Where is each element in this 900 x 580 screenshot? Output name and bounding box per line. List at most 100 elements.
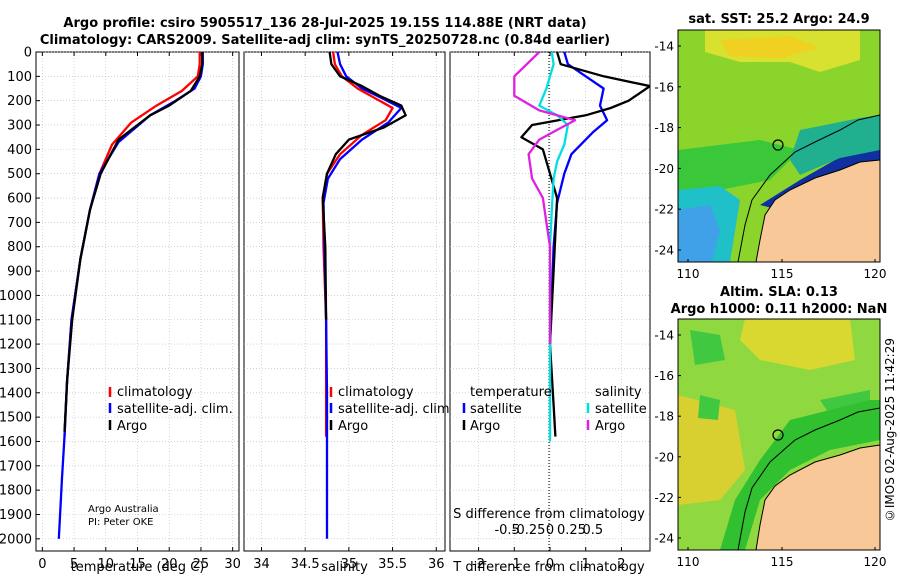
sla-map-frame [677,318,881,551]
legend-S-argo-label: Argo [595,419,625,434]
x-tick-label: 20 [161,557,178,572]
x-tick-label: 35 [341,557,358,572]
x-tick-label: 34 [253,557,270,572]
depth-tick-label: 1800 [0,484,32,499]
x-tick-label: 0 [546,557,554,572]
figure-title-line1: Argo profile: csiro 5905517_136 28-Jul-2… [63,16,587,31]
sla-map [677,318,881,551]
map-y-tick-label: -22 [654,203,674,217]
sla-map-title-line1: Altim. SLA: 0.13 [720,285,838,300]
x-tick-label: -2 [472,557,485,572]
sst-map [677,29,881,263]
depth-tick-label: 800 [7,240,32,255]
timestamp-stamp: ©IMOS 02-Aug-2025 11:42:29 [883,338,897,523]
x-tick-label: 35.5 [378,557,407,572]
salinity-x-axis: 34 34.5 35 35.5 36 [253,52,445,572]
legend-clim-label: climatology [117,385,193,400]
depth-tick-label: 1100 [0,313,32,328]
temperature-grid [36,51,239,551]
isobath-contour [737,407,881,551]
depth-axis: 0 100 200 300 400 500 600 700 800 900 1000 1100 1200… [0,46,40,547]
difference-lines [513,52,650,442]
sla-green-coast [720,400,880,550]
x-tick-label: 2 [617,557,625,572]
difference-t-xlabel: T difference from climatology [452,560,645,575]
difference-panel: -2 -1 0 1 2 temperature salinity satellite A… [449,51,651,575]
depth-tick-label: 900 [7,265,32,280]
sla-map-title-line2: Argo h1000: 0.11 h2000: NaN [671,302,888,317]
depth-tick-label: 700 [7,216,32,231]
legend-temperature-heading: temperature [470,385,552,400]
map-y-tick-label: -14 [654,329,674,343]
legend-satclim-label: satellite-adj. clim. [117,402,233,417]
sla-yellow-top [740,319,855,370]
sst-map-panel: sat. SST: 25.2 Argo: 24.9 -14 -16 -18 -20 -2… [654,12,886,281]
depth-tick-label: 300 [7,119,32,134]
legend-salinity-heading: salinity [595,385,642,400]
salinity-lines [321,52,407,539]
legend-satclim-label: satellite-adj. clim. [338,402,454,417]
s-tick-label: -0.25 [512,523,546,538]
sla-green-patches [690,330,870,430]
series-line-t-argo [520,52,650,437]
credit-line2: PI: Peter OKE [88,517,153,528]
map-y-tick-label: -18 [654,410,674,424]
map-y-tick-label: -14 [654,40,674,54]
s-tick-label: 0 [546,523,554,538]
map-y-tick-label: -24 [654,244,674,258]
salinity-axes-box [243,51,446,552]
temperature-x-axis: 0 5 10 15 20 25 30 [38,52,241,572]
x-tick-label: -1 [508,557,521,572]
difference-legend: temperature salinity satellite Argo sate… [462,385,647,434]
map-y-tick-label: -20 [654,450,674,464]
map-x-tick-label: 110 [677,555,700,569]
x-tick-label: 15 [129,557,146,572]
map-x-tick-label: 115 [771,555,794,569]
s-tick-label: 0.5 [583,523,604,538]
map-y-tick-label: -18 [654,121,674,135]
depth-tick-label: 1200 [0,338,32,353]
x-tick-label: 34.5 [291,557,320,572]
coastline [755,159,881,263]
x-tick-label: 30 [224,557,241,572]
legend-T-satellite-label: satellite [470,402,522,417]
land-mass [756,445,880,550]
sla-map-panel: Altim. SLA: 0.13 Argo h1000: 0.11 h2000:… [654,285,887,569]
sst-yellow-patch [720,36,820,58]
map-y-tick-label: -16 [654,80,674,94]
sla-yellow-left [678,395,745,505]
x-tick-label: 5 [70,557,78,572]
salinity-panel: 34 34.5 35 35.5 36 climatology satellite-adj… [243,51,454,575]
figure-title-line2: Climatology: CARS2009. Satellite-adj cli… [39,33,611,48]
difference-s-xlabel: S difference from climatology [453,507,645,522]
depth-tick-label: 1700 [0,459,32,474]
isobath-contour [737,114,881,263]
x-tick-label: 10 [98,557,115,572]
depth-tick-label: 1600 [0,435,32,450]
depth-tick-label: 1900 [0,508,32,523]
depth-tick-label: 0 [24,46,32,61]
sst-teal-coast [790,115,880,175]
temperature-lines [57,52,204,539]
depth-tick-label: 1000 [0,289,32,304]
argo-float-marker [772,139,784,151]
depth-tick-label: 1500 [0,411,32,426]
temperature-panel: 0100200300400500600700800900100011001200… [0,46,241,576]
depth-tick-label: 1400 [0,386,32,401]
map-y-tick-label: -22 [654,491,674,505]
depth-tick-label: 2000 [0,532,32,547]
salinity-grid [244,51,445,551]
sst-cold-patch [678,205,720,262]
x-tick-label: 36 [428,557,445,572]
land-mass [756,160,880,262]
s-tick-label: -0.5 [494,523,519,538]
credit-line1: Argo Australia [88,504,159,515]
legend-argo-label: Argo [338,419,368,434]
legend-argo-label: Argo [117,419,147,434]
depth-tick-label: 500 [7,167,32,182]
x-tick-label: 0 [38,557,46,572]
depth-tick-label: 1300 [0,362,32,377]
argo-float-marker [772,429,784,441]
temperature-xlabel: temperature (deg C) [71,560,205,575]
